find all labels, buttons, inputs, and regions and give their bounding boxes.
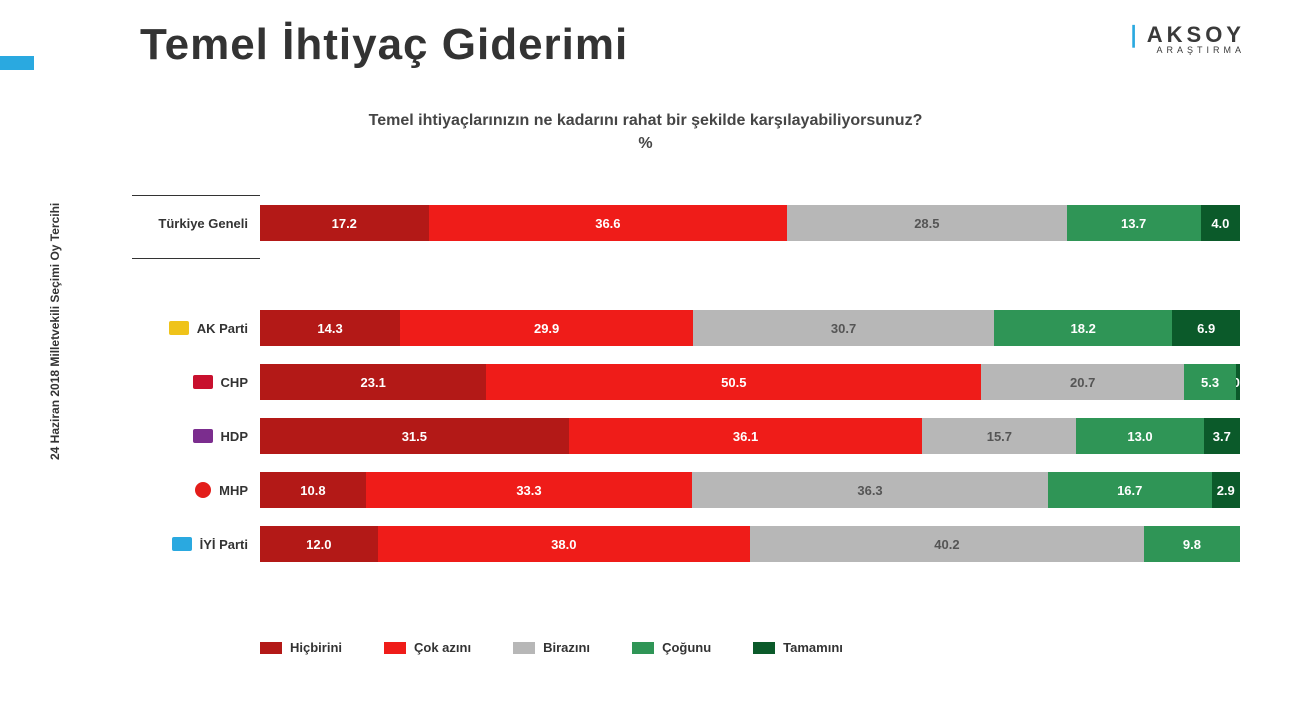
bar-segment-cok_azini: 36.1 xyxy=(569,418,923,454)
party-label: CHP xyxy=(221,375,248,390)
legend: Hiçbirini Çok azını Birazını Çoğunu Tamamını xyxy=(260,640,843,655)
bar-segment-hicbirini: 17.2 xyxy=(260,205,429,241)
legend-label: Çoğunu xyxy=(662,640,711,655)
overall-row: Türkiye Geneli 17.236.628.513.74.0 xyxy=(100,204,1240,242)
chart-subtitle: Temel ihtiyaçlarınızın ne kadarını rahat… xyxy=(0,112,1291,130)
legend-label: Çok azını xyxy=(414,640,471,655)
legend-item-hicbirini: Hiçbirini xyxy=(260,640,342,655)
mhp-party-icon xyxy=(195,482,211,498)
bar-segment-birazini: 30.7 xyxy=(693,310,994,346)
logo-text: AKSOY xyxy=(1147,22,1245,47)
party-label-wrap: HDP xyxy=(100,429,260,444)
bar-segment-hicbirini: 31.5 xyxy=(260,418,569,454)
logo: ❘AKSOY ARAŞTIRMA xyxy=(1124,22,1245,55)
party-label-wrap: AK Parti xyxy=(100,321,260,336)
party-label: AK Parti xyxy=(197,321,248,336)
legend-swatch xyxy=(260,642,282,654)
bar-segment-cok_azini: 33.3 xyxy=(366,472,692,508)
party-bar: 23.150.520.75.30. xyxy=(260,364,1240,400)
hdp-party-icon xyxy=(193,429,213,443)
bar-segment-cok_azini: 29.9 xyxy=(400,310,693,346)
overall-bar: 17.236.628.513.74.0 xyxy=(260,205,1240,241)
chp-party-icon xyxy=(193,375,213,389)
legend-swatch xyxy=(513,642,535,654)
bar-segment-cogunu: 16.7 xyxy=(1048,472,1212,508)
party-bar: 12.038.040.29.8 xyxy=(260,526,1240,562)
party-label: İYİ Parti xyxy=(200,537,248,552)
legend-item-cogunu: Çoğunu xyxy=(632,640,711,655)
party-bar: 10.833.336.316.72.9 xyxy=(260,472,1240,508)
overall-divider-bottom xyxy=(132,258,260,259)
party-row: CHP 23.150.520.75.30. xyxy=(100,363,1240,401)
bar-segment-birazini: 15.7 xyxy=(922,418,1076,454)
party-bar: 14.329.930.718.26.9 xyxy=(260,310,1240,346)
bar-segment-cok_azini: 36.6 xyxy=(429,205,788,241)
bar-segment-cok_azini: 50.5 xyxy=(486,364,981,400)
accent-bar xyxy=(0,56,34,70)
legend-swatch xyxy=(384,642,406,654)
bar-segment-birazini: 40.2 xyxy=(750,526,1144,562)
party-label: MHP xyxy=(219,483,248,498)
ak-party-icon xyxy=(169,321,189,335)
party-row: HDP 31.536.115.713.03.7 xyxy=(100,417,1240,455)
legend-label: Tamamını xyxy=(783,640,843,655)
legend-swatch xyxy=(753,642,775,654)
bar-segment-hicbirini: 10.8 xyxy=(260,472,366,508)
bar-segment-cok_azini: 38.0 xyxy=(378,526,750,562)
bar-segment-hicbirini: 14.3 xyxy=(260,310,400,346)
overall-label: Türkiye Geneli xyxy=(158,216,248,231)
bar-segment-birazini: 28.5 xyxy=(787,205,1066,241)
bar-segment-cogunu: 13.0 xyxy=(1076,418,1203,454)
overall-divider-top xyxy=(132,195,260,196)
bar-segment-cogunu: 18.2 xyxy=(994,310,1172,346)
party-label: HDP xyxy=(221,429,248,444)
overall-label-wrap: Türkiye Geneli xyxy=(100,216,260,231)
party-label-wrap: MHP xyxy=(100,482,260,498)
bar-segment-cogunu: 9.8 xyxy=(1144,526,1240,562)
party-row: İYİ Parti 12.038.040.29.8 xyxy=(100,525,1240,563)
legend-label: Hiçbirini xyxy=(290,640,342,655)
party-bar: 31.536.115.713.03.7 xyxy=(260,418,1240,454)
legend-item-tamamini: Tamamını xyxy=(753,640,843,655)
bar-segment-hicbirini: 12.0 xyxy=(260,526,378,562)
bar-segment-tamamini: 0. xyxy=(1236,364,1240,400)
stacked-bar-chart: Türkiye Geneli 17.236.628.513.74.0 AK Pa… xyxy=(100,195,1240,563)
bar-segment-tamamini: 3.7 xyxy=(1204,418,1240,454)
side-axis-label: 24 Haziran 2018 Milletvekili Seçimi Oy T… xyxy=(48,203,62,460)
overall-group: Türkiye Geneli 17.236.628.513.74.0 xyxy=(100,195,1240,259)
legend-label: Birazını xyxy=(543,640,590,655)
unit-label: % xyxy=(0,135,1291,153)
party-label-wrap: CHP xyxy=(100,375,260,390)
bar-segment-birazini: 20.7 xyxy=(981,364,1184,400)
party-row: AK Parti 14.329.930.718.26.9 xyxy=(100,309,1240,347)
bar-segment-tamamini: 4.0 xyxy=(1201,205,1240,241)
bar-segment-hicbirini: 23.1 xyxy=(260,364,486,400)
party-label-wrap: İYİ Parti xyxy=(100,537,260,552)
bar-segment-birazini: 36.3 xyxy=(692,472,1048,508)
party-row: MHP 10.833.336.316.72.9 xyxy=(100,471,1240,509)
legend-item-birazini: Birazını xyxy=(513,640,590,655)
bar-segment-tamamini: 6.9 xyxy=(1172,310,1240,346)
iyi-party-icon xyxy=(172,537,192,551)
page-title: Temel İhtiyaç Giderimi xyxy=(140,20,628,70)
legend-item-cok_azini: Çok azını xyxy=(384,640,471,655)
bar-segment-tamamini: 2.9 xyxy=(1212,472,1240,508)
parties-group: AK Parti 14.329.930.718.26.9 CHP 23.150.520… xyxy=(100,309,1240,563)
bar-segment-cogunu: 5.3 xyxy=(1184,364,1236,400)
logo-icon: ❘ xyxy=(1124,22,1146,47)
legend-swatch xyxy=(632,642,654,654)
bar-segment-cogunu: 13.7 xyxy=(1067,205,1201,241)
